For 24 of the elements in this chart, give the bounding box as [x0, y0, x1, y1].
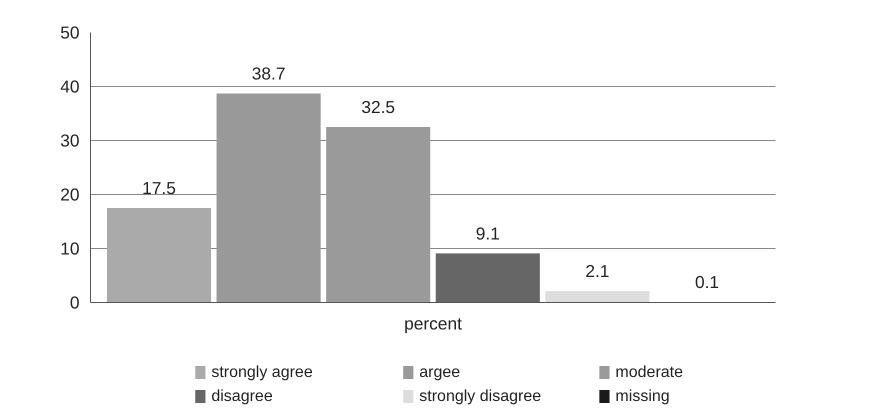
x-tick-label: percent — [404, 314, 462, 334]
y-tick-label: 20 — [60, 184, 80, 204]
legend-label: missing — [615, 388, 670, 405]
bar — [326, 127, 430, 302]
bar — [216, 94, 321, 302]
y-tick-label: 30 — [60, 130, 80, 150]
data-label: 17.5 — [142, 178, 176, 198]
y-tick-label: 10 — [60, 238, 80, 258]
data-label: 9.1 — [476, 223, 500, 244]
legend-label: strongly disagree — [419, 388, 542, 405]
y-tick-label: 50 — [60, 22, 80, 42]
y-tick-label: 0 — [70, 292, 80, 312]
bar — [106, 208, 212, 302]
data-label: 32.5 — [361, 97, 396, 117]
bar — [545, 291, 650, 302]
y-tick-label: 40 — [60, 76, 80, 96]
data-label: 2.1 — [585, 261, 610, 282]
legend-label: moderate — [615, 364, 684, 381]
legend-label: disagree — [211, 388, 273, 405]
data-label: 38.7 — [252, 64, 286, 84]
legend-label: strongly agree — [211, 364, 313, 381]
data-label: 0.1 — [694, 272, 720, 292]
legend-label: argee — [419, 364, 460, 381]
bar — [436, 253, 540, 302]
